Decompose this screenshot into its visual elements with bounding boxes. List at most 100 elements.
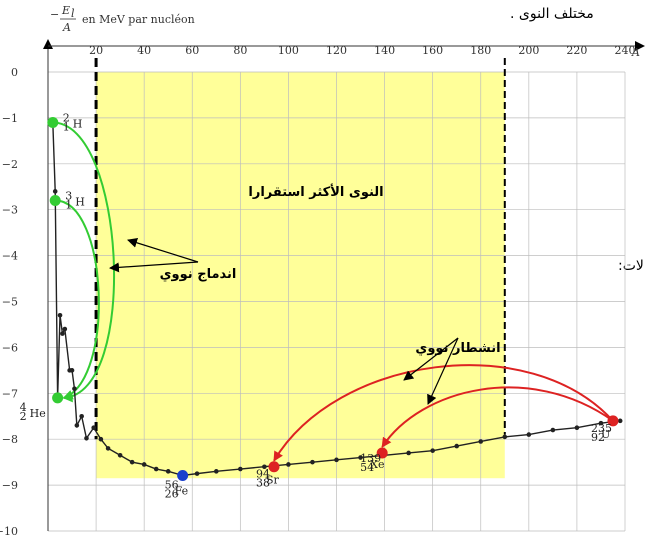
- y-axis-label-prefix: −: [50, 8, 59, 21]
- y-tick-label: −8: [2, 433, 18, 446]
- isotope-mass: 94: [256, 468, 270, 481]
- x-tick-label: 140: [374, 44, 395, 57]
- data-point: [526, 432, 532, 437]
- data-point: [478, 439, 484, 444]
- isotope-marker: [49, 195, 61, 207]
- data-point: [69, 368, 75, 373]
- y-axis-label-denominator: A: [62, 21, 71, 34]
- data-point: [406, 450, 411, 456]
- isotope-mass: 4: [20, 401, 27, 414]
- x-tick-label: 80: [233, 44, 247, 57]
- data-point: [129, 459, 135, 465]
- fusion-arrow-deuterium: [52, 121, 115, 403]
- x-tick-labels: 20 40 60 80 100 120 140 160 180 200 220 240: [89, 44, 635, 57]
- x-axis-label: A: [631, 46, 640, 59]
- page-fragment-mid: لات:: [618, 258, 644, 274]
- x-tick-label: 60: [185, 44, 199, 57]
- data-point: [238, 466, 243, 472]
- stable-region-band: [96, 72, 505, 479]
- isotope-marker: [52, 392, 64, 404]
- x-tick-label: 180: [470, 44, 491, 57]
- isotope-mass: 2: [63, 111, 70, 124]
- y-axis-label-quantity: E: [61, 4, 70, 17]
- data-point: [74, 423, 80, 428]
- y-tick-label: −2: [2, 158, 18, 171]
- isotope-he4: 42 He: [20, 392, 64, 423]
- isotope-symbol: Sr: [266, 474, 280, 487]
- data-point: [105, 446, 111, 451]
- data-point: [52, 189, 58, 194]
- y-tick-label: −10: [0, 525, 18, 538]
- y-axis-label: − E l A en MeV par nucléon: [50, 4, 195, 34]
- data-point: [98, 436, 104, 442]
- isotope-atomic-number: 1: [65, 199, 72, 212]
- x-tick-label: 200: [518, 44, 539, 57]
- data-point: [91, 425, 96, 431]
- x-tick-label: 220: [566, 44, 587, 57]
- isotope-atomic-number: 1: [63, 120, 70, 133]
- isotope-mass: 139: [360, 452, 381, 465]
- isotope-symbol: H: [73, 117, 83, 130]
- isotope-symbol: U: [601, 428, 610, 441]
- isotope-marker: [268, 461, 280, 473]
- data-point: [454, 443, 460, 449]
- y-tick-label: −4: [2, 250, 18, 263]
- data-point: [117, 452, 123, 458]
- y-tick-label: −6: [2, 341, 18, 354]
- y-tick-label: −7: [2, 387, 18, 400]
- isotope-h2: 21 H: [47, 111, 82, 133]
- x-tick-label: 100: [278, 44, 299, 57]
- data-point: [617, 418, 623, 424]
- pointer-arrow: [403, 337, 459, 381]
- isotope-symbol: Xe: [370, 458, 384, 471]
- isotope-atomic-number: 38: [256, 477, 270, 490]
- isotope-mass: 56: [165, 478, 179, 491]
- data-point: [60, 331, 65, 336]
- data-point: [194, 471, 200, 476]
- grid: [48, 71, 626, 532]
- data-point: [57, 312, 63, 318]
- x-tick-label: 160: [422, 44, 443, 57]
- data-point: [79, 413, 84, 419]
- data-point: [430, 448, 435, 453]
- data-point: [358, 455, 363, 460]
- y-tick-label: 0: [11, 66, 18, 79]
- isotope-symbol: He: [30, 407, 46, 420]
- data-point: [62, 326, 68, 332]
- fusion-label: اندماج نووي: [160, 267, 237, 282]
- isotope-mass: 235: [591, 422, 612, 435]
- isotope-marker: [376, 447, 388, 459]
- page-fragment-top: مختلف النوى .: [510, 6, 594, 22]
- data-point: [141, 462, 147, 467]
- stable-region-label: النوى الأكثر استقرارا: [248, 183, 383, 200]
- pointer-arrow: [109, 261, 199, 273]
- fission-arrow-strontium: [273, 364, 614, 462]
- x-tick-label: 240: [615, 44, 636, 57]
- isotope-atomic-number: 54: [360, 461, 374, 474]
- isotope-atomic-number: 92: [591, 431, 605, 444]
- isotope-atomic-number: 2: [20, 410, 27, 423]
- y-tick-label: −9: [2, 479, 18, 492]
- data-point: [165, 469, 171, 474]
- data-point: [84, 435, 89, 441]
- y-axis-label-subscript: l: [71, 7, 75, 20]
- isotope-atomic-number: 26: [165, 487, 179, 500]
- data-point: [574, 425, 580, 431]
- y-tick-label: −3: [2, 204, 18, 217]
- isotope-marker: [607, 415, 619, 427]
- x-tick-label: 120: [326, 44, 347, 57]
- pointer-arrow: [127, 237, 199, 263]
- isotope-mass: 3: [65, 190, 72, 203]
- isotope-symbol: H: [75, 196, 85, 209]
- data-point: [153, 466, 159, 472]
- isotope-marker: [177, 469, 189, 481]
- data-point: [334, 457, 339, 463]
- x-tick-label: 40: [137, 44, 151, 57]
- data-point: [72, 386, 77, 392]
